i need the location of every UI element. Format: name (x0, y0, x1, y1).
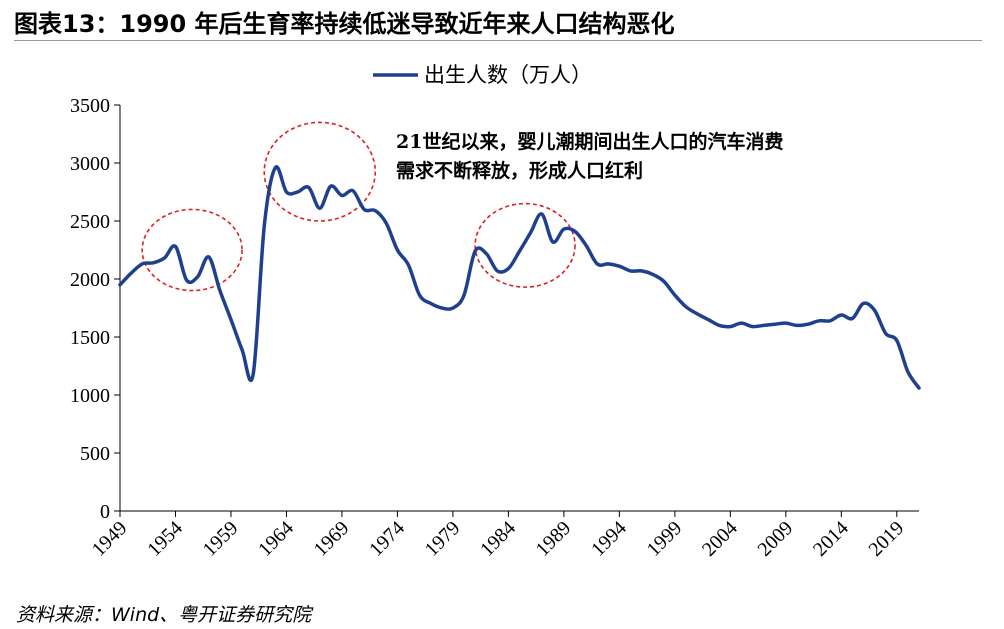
annotation-line-1: 21世纪以来，婴儿潮期间出生人口的汽车消费 (396, 130, 783, 153)
highlight-ellipse (263, 121, 377, 222)
y-tick-label: 2500 (70, 211, 110, 233)
x-tick-label: 1949 (88, 517, 132, 561)
series-line (118, 165, 921, 390)
y-tick-label: 1500 (70, 327, 110, 349)
highlight-ellipse (141, 208, 243, 292)
title-divider (14, 40, 982, 41)
y-tick-label: 3500 (70, 95, 110, 117)
x-tick-label: 1984 (476, 517, 520, 561)
x-tick-label: 1994 (587, 517, 631, 561)
annotation-line-2: 需求不断释放，形成人口红利 (396, 159, 643, 182)
birth-count-line-chart: 0 500 1000 1500 2000 2500 3000 3500 1949 1954 1959… (70, 63, 921, 561)
y-tick-label: 1000 (70, 385, 110, 407)
x-tick-label: 2014 (809, 517, 853, 561)
x-tick-label: 1979 (421, 517, 465, 561)
x-tick-label: 1959 (199, 517, 243, 561)
legend-label: 出生人数（万人） (424, 63, 592, 87)
figure-title: 图表13：1990 年后生育率持续低迷导致近年来人口结构恶化 (14, 10, 675, 38)
x-tick-label: 1969 (310, 517, 354, 561)
y-tick-label: 2000 (70, 269, 110, 291)
x-tick-label: 1964 (254, 517, 298, 561)
highlight-ellipse (474, 202, 576, 288)
x-tick-label: 2009 (754, 517, 798, 561)
y-tick-label: 3000 (70, 153, 110, 175)
series-layer (118, 165, 921, 390)
x-tick-label: 2019 (865, 517, 909, 561)
chart-annotation: 21世纪以来，婴儿潮期间出生人口的汽车消费 需求不断释放，形成人口红利 (396, 130, 783, 182)
y-tick-label: 0 (100, 501, 110, 523)
y-tick-label: 500 (80, 443, 110, 465)
x-tick-label: 1974 (365, 517, 409, 561)
x-tick-label: 1954 (143, 517, 187, 561)
highlight-ellipses (141, 121, 576, 292)
x-tick-label: 2004 (698, 517, 742, 561)
figure-source: 资料来源：Wind、粤开证券研究院 (16, 604, 312, 626)
chart-legend: 出生人数（万人） (373, 63, 592, 87)
x-tick-label: 1999 (643, 517, 687, 561)
x-tick-label: 1989 (532, 517, 576, 561)
